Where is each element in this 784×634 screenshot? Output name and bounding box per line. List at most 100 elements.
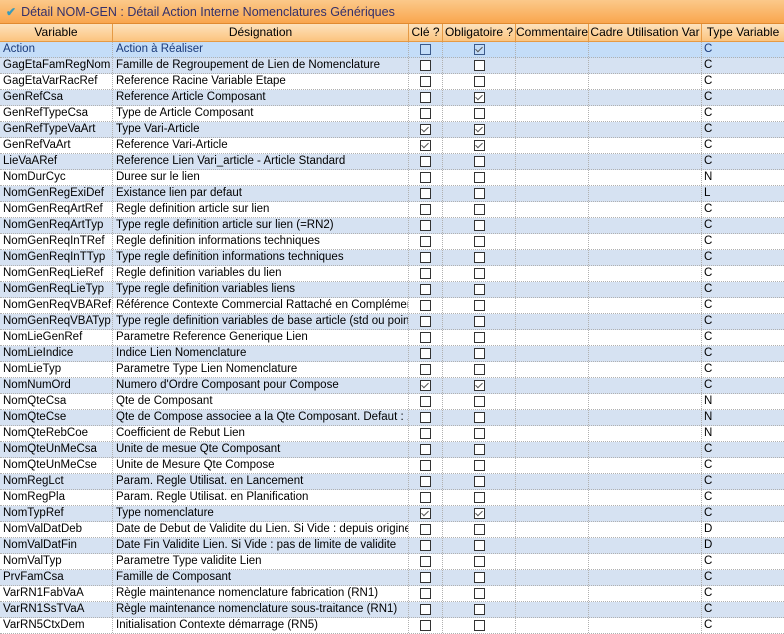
- table-row[interactable]: VarRN1FabVaA Règle maintenance nomenclatu…: [0, 586, 784, 602]
- cell-cle[interactable]: [409, 522, 443, 537]
- cell-obligatoire[interactable]: [443, 474, 516, 489]
- cell-commentaire[interactable]: [516, 282, 589, 297]
- cell-obligatoire[interactable]: [443, 266, 516, 281]
- checkbox[interactable]: [473, 620, 485, 631]
- cell-commentaire[interactable]: [516, 426, 589, 441]
- cell-type[interactable]: C: [704, 219, 713, 231]
- cell-cadre[interactable]: [589, 410, 702, 425]
- checkbox[interactable]: [473, 92, 485, 103]
- checkbox[interactable]: [420, 124, 431, 135]
- cell-designation[interactable]: Famille de Composant: [113, 570, 409, 585]
- checkbox[interactable]: [420, 284, 431, 295]
- checkbox[interactable]: [420, 172, 431, 183]
- cell-commentaire[interactable]: [516, 202, 589, 217]
- cell-designation[interactable]: Date Fin Validite Lien. Si Vide : pas de…: [113, 538, 409, 553]
- cell-obligatoire[interactable]: [443, 314, 516, 329]
- checkbox[interactable]: [420, 108, 431, 119]
- cell-cle[interactable]: [409, 394, 443, 409]
- checkbox[interactable]: [420, 188, 431, 199]
- cell-cadre[interactable]: [589, 154, 702, 169]
- cell-obligatoire[interactable]: [443, 442, 516, 457]
- table-row[interactable]: GagEtaVarRacRef Reference Racine Variable…: [0, 74, 784, 90]
- cell-type[interactable]: C: [704, 347, 713, 359]
- cell-cle[interactable]: [409, 154, 443, 169]
- cell-obligatoire[interactable]: [443, 90, 516, 105]
- checkbox[interactable]: [420, 524, 431, 535]
- cell-cadre[interactable]: [589, 250, 702, 265]
- cell-variable[interactable]: NomValDatFin: [0, 538, 113, 553]
- cell-variable[interactable]: NomGenReqVBATyp: [0, 314, 113, 329]
- cell-obligatoire[interactable]: [443, 538, 516, 553]
- column-header-type[interactable]: Type Variable: [706, 25, 780, 39]
- cell-cle[interactable]: [409, 250, 443, 265]
- column-header-obligatoire[interactable]: Obligatoire ?: [443, 24, 516, 41]
- cell-designation[interactable]: Type regle definition informations techn…: [113, 250, 409, 265]
- cell-cadre[interactable]: [589, 234, 702, 249]
- cell-cadre[interactable]: [589, 570, 702, 585]
- cell-designation[interactable]: Règle maintenance nomenclature fabricati…: [113, 586, 409, 601]
- cell-designation[interactable]: Type nomenclature: [113, 506, 409, 521]
- checkbox[interactable]: [473, 60, 485, 71]
- cell-variable[interactable]: GagEtaFamRegNom: [0, 58, 113, 73]
- cell-type[interactable]: C: [704, 491, 713, 503]
- checkbox[interactable]: [420, 428, 431, 439]
- checkbox[interactable]: [473, 44, 485, 55]
- cell-commentaire[interactable]: [516, 170, 589, 185]
- checkbox[interactable]: [420, 620, 431, 631]
- cell-type[interactable]: C: [704, 555, 713, 567]
- cell-cadre[interactable]: [589, 618, 702, 633]
- cell-cadre[interactable]: [589, 170, 702, 185]
- cell-cadre[interactable]: [589, 442, 702, 457]
- checkbox[interactable]: [420, 364, 431, 375]
- table-row[interactable]: NomRegLct Param. Regle Utilisat. en Lance…: [0, 474, 784, 490]
- checkbox[interactable]: [420, 252, 431, 263]
- checkbox[interactable]: [473, 188, 485, 199]
- table-row[interactable]: NomGenReqVBATyp Type regle definition var…: [0, 314, 784, 330]
- cell-designation[interactable]: Parametre Type validite Lien: [113, 554, 409, 569]
- checkbox[interactable]: [473, 204, 485, 215]
- cell-type[interactable]: L: [704, 187, 711, 199]
- cell-cadre[interactable]: [589, 490, 702, 505]
- checkbox[interactable]: [420, 220, 431, 231]
- cell-cle[interactable]: [409, 74, 443, 89]
- table-row[interactable]: GagEtaFamRegNom Famille de Regroupement d…: [0, 58, 784, 74]
- cell-variable[interactable]: NomLieGenRef: [0, 330, 113, 345]
- cell-designation[interactable]: Qte de Composant: [113, 394, 409, 409]
- cell-cadre[interactable]: [589, 314, 702, 329]
- cell-obligatoire[interactable]: [443, 346, 516, 361]
- cell-type[interactable]: C: [704, 155, 713, 167]
- cell-obligatoire[interactable]: [443, 330, 516, 345]
- cell-obligatoire[interactable]: [443, 234, 516, 249]
- cell-type[interactable]: C: [704, 75, 713, 87]
- checkbox[interactable]: [473, 172, 485, 183]
- checkbox[interactable]: [473, 268, 485, 279]
- column-header-commentaire[interactable]: Commentaire: [516, 24, 589, 41]
- cell-commentaire[interactable]: [516, 570, 589, 585]
- checkbox[interactable]: [473, 316, 485, 327]
- cell-commentaire[interactable]: [516, 266, 589, 281]
- cell-obligatoire[interactable]: [443, 282, 516, 297]
- cell-variable[interactable]: VarRN1FabVaA: [0, 586, 113, 601]
- cell-cle[interactable]: [409, 202, 443, 217]
- cell-type[interactable]: C: [704, 107, 713, 119]
- cell-commentaire[interactable]: [516, 250, 589, 265]
- cell-cle[interactable]: [409, 218, 443, 233]
- column-header-cle[interactable]: Clé ?: [409, 24, 443, 41]
- cell-cle[interactable]: [409, 426, 443, 441]
- cell-cle[interactable]: [409, 234, 443, 249]
- cell-variable[interactable]: GenRefTypeCsa: [0, 106, 113, 121]
- table-row[interactable]: NomGenRegExiDef Existance lien par defaut…: [0, 186, 784, 202]
- cell-type[interactable]: C: [704, 363, 713, 375]
- checkbox[interactable]: [473, 508, 485, 519]
- checkbox[interactable]: [473, 476, 485, 487]
- checkbox[interactable]: [420, 44, 431, 55]
- cell-cadre[interactable]: [589, 122, 702, 137]
- cell-commentaire[interactable]: [516, 490, 589, 505]
- cell-cle[interactable]: [409, 586, 443, 601]
- cell-designation[interactable]: Type regle definition variables de base …: [113, 314, 409, 329]
- cell-designation[interactable]: Type regle definition article sur lien (…: [113, 218, 409, 233]
- cell-cle[interactable]: [409, 138, 443, 153]
- cell-cle[interactable]: [409, 330, 443, 345]
- cell-cle[interactable]: [409, 474, 443, 489]
- checkbox[interactable]: [420, 300, 431, 311]
